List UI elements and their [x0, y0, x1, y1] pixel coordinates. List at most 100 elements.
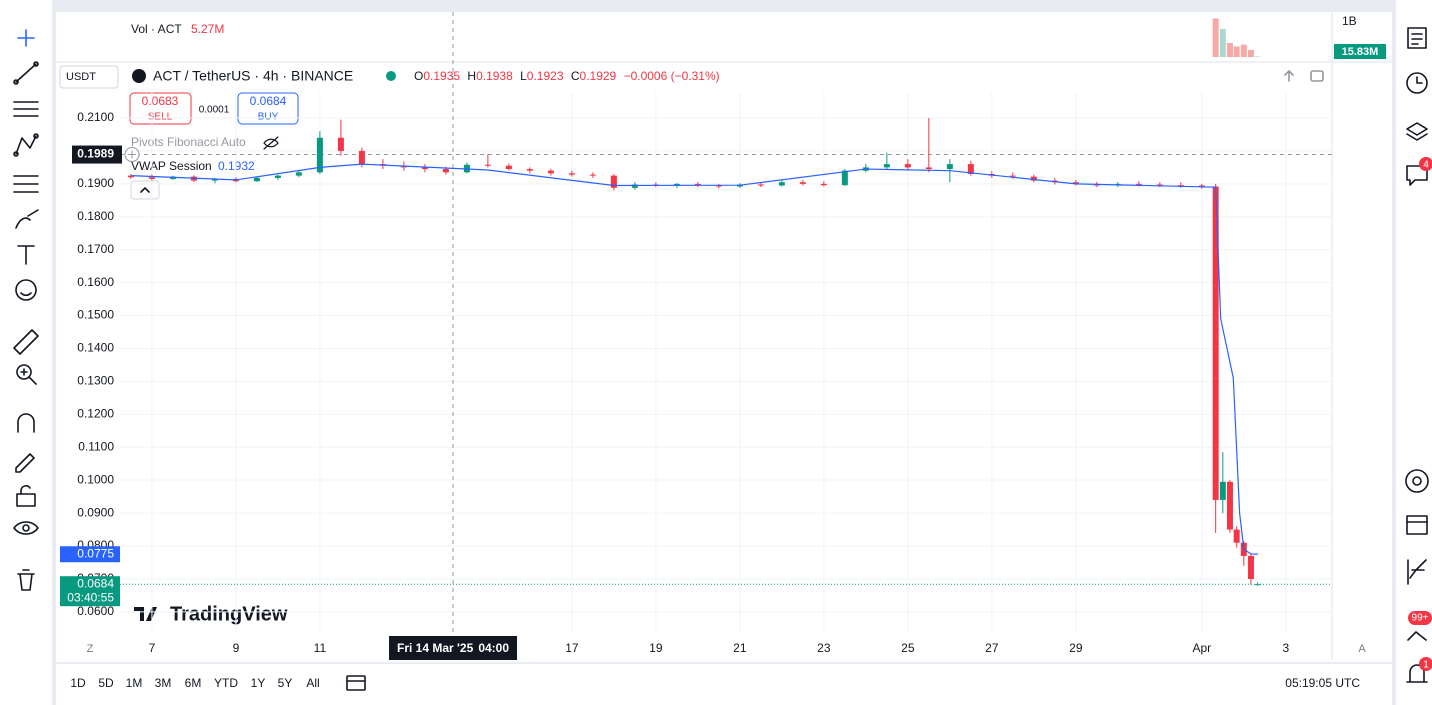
candle-body — [547, 170, 554, 174]
timeframe[interactable]: 5D — [98, 676, 114, 690]
x-tick-label: 25 — [901, 641, 915, 655]
candle-body — [442, 169, 449, 173]
volume-bar — [1219, 28, 1226, 57]
candle-body — [1247, 555, 1254, 579]
timeframe[interactable]: 1Y — [251, 676, 266, 690]
volume-bar — [1233, 46, 1240, 57]
buy-price: 0.0684 — [250, 94, 287, 108]
vwap-line — [130, 163, 1258, 555]
candle-body — [1156, 184, 1163, 186]
ohlc: O0.1935 H0.1938 L0.1923 C0.1929 −0.0006 … — [414, 69, 720, 83]
candle-body — [1072, 182, 1079, 184]
x-tick-label: 3 — [1282, 641, 1289, 655]
candle-body — [631, 184, 638, 188]
collapse-icon — [140, 187, 150, 193]
candle-body — [337, 137, 344, 151]
ohlc-key: C — [571, 69, 580, 83]
hide-icon[interactable] — [263, 136, 279, 150]
timeframe[interactable]: 1M — [126, 676, 143, 690]
candle-body — [1198, 185, 1205, 187]
badge-text: 4 — [1423, 160, 1429, 171]
timeframe[interactable]: 5Y — [278, 676, 293, 690]
vwap-price: 0.0775 — [77, 546, 114, 560]
candle-body — [1233, 529, 1240, 543]
range-icon[interactable] — [346, 675, 366, 691]
crosshair-time: 04:00 — [478, 641, 509, 655]
candle-body — [694, 183, 701, 186]
volume-label-box — [1334, 44, 1386, 59]
ohlc-value: 0.1935 — [423, 69, 460, 83]
sell-button[interactable] — [129, 92, 192, 125]
timeframe[interactable]: 6M — [185, 676, 202, 690]
status-dot — [386, 71, 396, 81]
candle-body — [526, 169, 533, 171]
candle-body — [589, 174, 596, 176]
candle-body — [946, 164, 953, 170]
symbol-logo — [132, 69, 146, 83]
clock: 05:19:05 UTC — [1285, 676, 1360, 690]
indicator-value: 0.1932 — [218, 159, 255, 173]
candle-body — [799, 182, 806, 184]
ohlc-key: H — [467, 69, 476, 83]
y-tick-label: 0.1500 — [77, 308, 114, 322]
right-toolbar — [1396, 0, 1432, 705]
volume-name: Vol · ACT — [131, 22, 182, 36]
volume-bar — [1247, 49, 1254, 57]
x-tick-label: 11 — [314, 641, 327, 655]
logo: TradingView — [170, 603, 288, 625]
currency-select[interactable] — [59, 65, 119, 89]
x-tick-label: 29 — [1069, 641, 1083, 655]
candle-body — [211, 178, 218, 181]
x-tick-label: 19 — [649, 641, 663, 655]
tool-icons[interactable] — [13, 29, 39, 591]
sell-price: 0.0683 — [142, 94, 179, 108]
timeframe[interactable]: YTD — [214, 676, 238, 690]
candle-body — [925, 167, 932, 170]
volume-bar — [1240, 44, 1247, 57]
candle-body — [841, 170, 848, 186]
y-tick-label: 0.1200 — [77, 406, 114, 420]
volume-bar — [1254, 56, 1261, 57]
ohlc-value: 0.1938 — [476, 69, 513, 83]
ohlc-key: O — [414, 69, 423, 83]
timeframe[interactable]: All — [306, 676, 319, 690]
volume-bar — [1212, 18, 1219, 57]
countdown: 03:40:55 — [67, 590, 114, 604]
y-tick-label: 0.1800 — [77, 209, 114, 223]
axis-button[interactable]: Z — [87, 643, 94, 655]
axis-button[interactable]: A — [1358, 643, 1366, 655]
candle-body — [1226, 481, 1233, 530]
volume-tick-label: 1B — [1342, 14, 1357, 28]
x-tick-label: 7 — [149, 641, 156, 655]
candle-body — [295, 172, 302, 176]
candle-body — [358, 150, 365, 165]
badge — [1419, 657, 1432, 671]
y-tick-label: 0.2100 — [77, 110, 114, 124]
y-tick-label: 0.1700 — [77, 242, 114, 256]
indicator: Pivots Fibonacci Auto — [131, 135, 246, 149]
buy-button[interactable] — [237, 92, 299, 125]
x-tick-label: 9 — [233, 641, 240, 655]
indicator: VWAP Session — [131, 159, 212, 173]
last-price-box — [60, 576, 120, 607]
y-tick-label: 0.1000 — [77, 472, 114, 486]
crosshair-price: 0.1989 — [77, 147, 114, 161]
candle-body — [148, 177, 155, 179]
candle-body — [1177, 185, 1184, 187]
symbol: ACT / TetherUS · 4h · BINANCE — [153, 68, 353, 84]
add-alert-icon — [128, 150, 136, 159]
sell-label: SELL — [148, 112, 173, 123]
timeframe[interactable]: 3M — [155, 676, 172, 690]
candle-body — [568, 173, 575, 175]
candle-body — [274, 175, 281, 178]
volume-label: 15.83M — [1342, 46, 1379, 58]
timeframe[interactable]: 1D — [70, 676, 86, 690]
volume-value: 5.27M — [191, 22, 224, 36]
crosshair-price-box — [72, 145, 122, 164]
y-tick-label: 0.1100 — [78, 439, 114, 453]
y-tick-label: 0.0600 — [77, 604, 114, 618]
y-tick-label: 0.1600 — [77, 275, 114, 289]
header-buttons[interactable] — [1284, 70, 1324, 82]
